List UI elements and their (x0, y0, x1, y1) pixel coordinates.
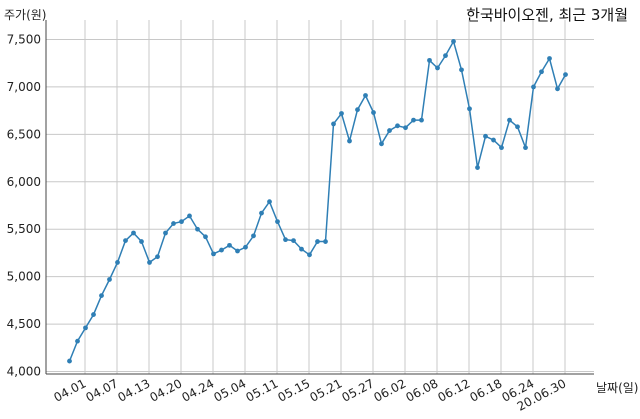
chart-title: 한국바이오젠, 최근 3개월 (466, 6, 628, 24)
y-tick-label: 5,000 (7, 270, 41, 284)
data-point (491, 137, 496, 143)
y-tick-label: 6,500 (7, 127, 41, 141)
y-tick-label: 6,000 (7, 175, 41, 189)
y-tick-label: 4,500 (7, 317, 41, 331)
y-tick-label: 4,000 (7, 365, 41, 379)
data-point (275, 219, 280, 225)
x-tick-label: 06.02 (371, 376, 408, 404)
data-point (499, 145, 504, 151)
data-point (227, 242, 232, 248)
x-tick-label: 04.07 (83, 376, 120, 404)
data-point (83, 325, 88, 331)
data-point (99, 293, 104, 299)
data-point (459, 67, 464, 73)
x-tick-label: 04.24 (179, 376, 216, 404)
y-axis-label: 주가(원) (4, 8, 47, 22)
data-point (115, 260, 120, 265)
data-point (259, 210, 264, 216)
data-point (435, 65, 440, 71)
data-point (387, 128, 392, 133)
data-point (155, 254, 160, 260)
data-point (219, 247, 224, 253)
data-point (179, 219, 184, 225)
data-point (483, 133, 488, 139)
data-point (139, 239, 144, 244)
x-tick-label: 05.04 (211, 376, 248, 404)
data-point (291, 238, 296, 243)
x-tick-label: 05.15 (275, 376, 312, 404)
data-point (107, 277, 112, 282)
data-point (171, 221, 176, 226)
data-point (331, 121, 336, 127)
data-point (555, 86, 560, 92)
y-tick-label: 5,500 (7, 222, 41, 236)
y-tick-label: 7,000 (7, 80, 41, 94)
data-point (363, 93, 368, 98)
data-point (267, 199, 272, 205)
data-point (203, 234, 208, 240)
x-tick-label: 04.20 (147, 376, 184, 404)
data-point (467, 106, 472, 112)
data-point (251, 233, 256, 239)
data-point (243, 244, 248, 250)
x-tick-label: 04.13 (115, 376, 152, 404)
data-point (163, 230, 168, 236)
data-point (547, 56, 552, 61)
data-point (379, 141, 384, 147)
data-point (339, 111, 344, 116)
data-point (355, 107, 360, 113)
data-point (411, 117, 416, 123)
data-point (563, 72, 568, 77)
data-point (427, 57, 432, 63)
data-point (147, 260, 152, 265)
data-point (299, 246, 304, 252)
data-point (315, 239, 320, 244)
x-axis-label: 날짜(일) (596, 381, 639, 395)
data-point (323, 239, 328, 244)
data-point (307, 252, 312, 258)
data-point (195, 226, 200, 232)
data-point (75, 338, 80, 344)
data-point (523, 145, 528, 151)
data-point (123, 238, 128, 243)
data-point (531, 84, 536, 90)
data-point (371, 110, 376, 115)
data-point (283, 237, 288, 243)
x-tick-label: 06.18 (467, 376, 504, 404)
data-point (235, 248, 240, 254)
data-point (403, 125, 408, 131)
data-point (515, 124, 520, 130)
data-point (475, 165, 480, 170)
x-tick-label: 06.12 (435, 376, 472, 404)
data-point (211, 251, 216, 257)
x-tick-label: 05.11 (243, 376, 280, 404)
data-point (419, 117, 424, 123)
data-point (539, 69, 544, 75)
data-point (187, 213, 192, 219)
x-tick-label: 04.01 (51, 376, 88, 404)
data-point (451, 38, 456, 44)
data-point (131, 230, 136, 236)
data-point (347, 138, 352, 144)
x-tick-label: 06.08 (403, 376, 440, 404)
x-tick-label: 05.21 (307, 376, 344, 404)
data-point (91, 312, 96, 317)
data-point (67, 358, 72, 364)
x-tick-label: 05.27 (339, 376, 376, 404)
y-tick-label: 7,500 (7, 33, 41, 47)
data-point (395, 123, 400, 129)
series-line (68, 39, 567, 362)
data-point (507, 117, 512, 123)
data-point (443, 53, 448, 59)
